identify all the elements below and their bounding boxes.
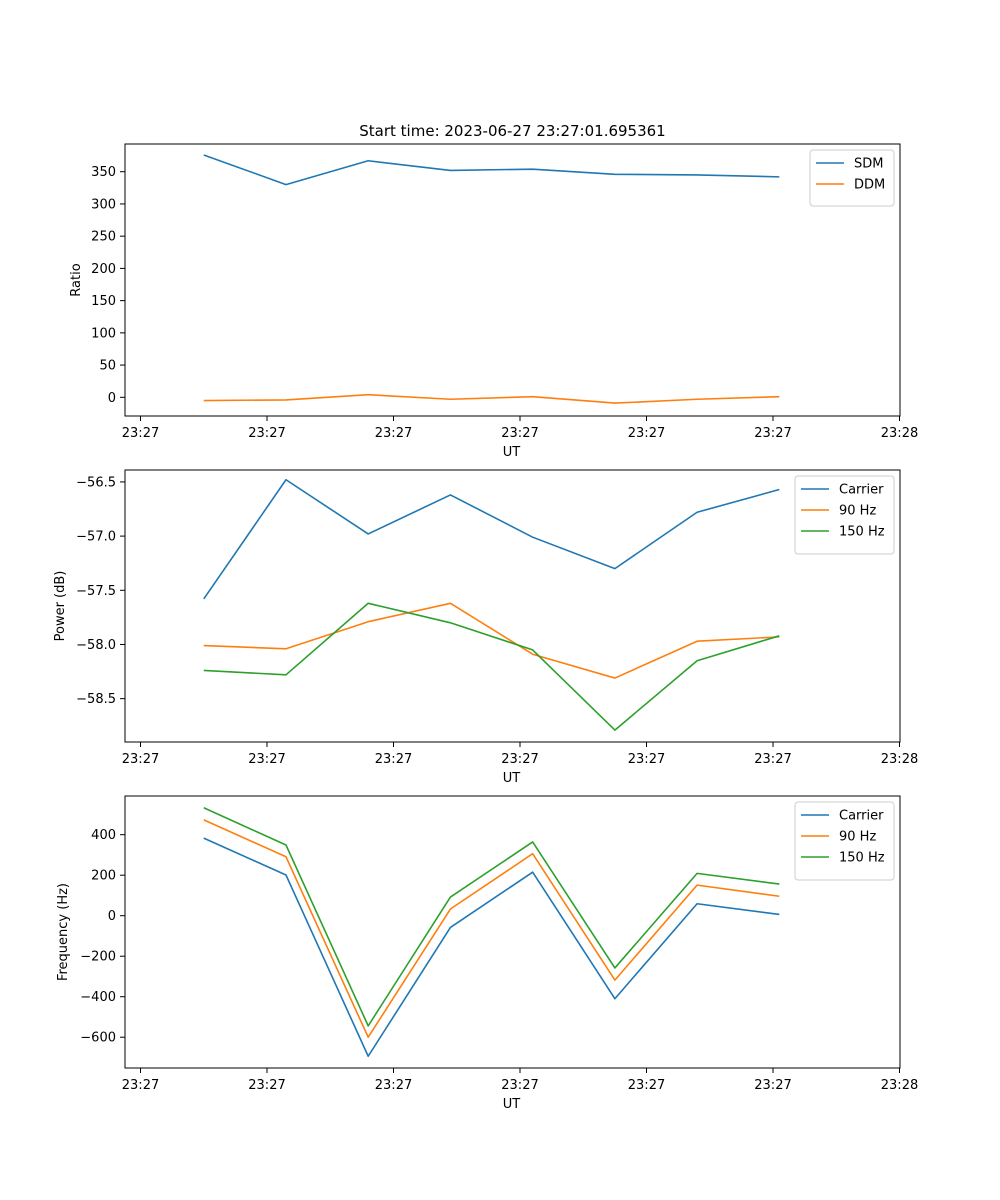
x-tick-label: 23:27 (375, 426, 412, 441)
y-tick-label: 200 (91, 869, 116, 884)
chart-panel-1: 23:27 23:27 23:27 23:27 23:27 23:27 23:28 UT 0 50… (69, 143, 918, 460)
y-axis-ticks: −58.5 −58.0 −57.5 −57.0 −56.5 (76, 475, 125, 707)
legend: Carrier 90 Hz 150 Hz (794, 801, 895, 881)
y-tick-label: −56.5 (76, 475, 116, 490)
y-axis-ticks: 0 50 100 150 200 250 300 350 (91, 165, 125, 406)
y-tick-label: −600 (80, 1031, 116, 1046)
y-tick-label: 400 (91, 828, 116, 843)
y-tick-label: −57.0 (76, 530, 116, 545)
x-axis-ticks: 23:27 23:27 23:27 23:27 23:27 23:27 23:28 (122, 742, 918, 767)
y-tick-label: −200 (80, 950, 116, 965)
x-tick-label: 23:27 (628, 426, 665, 441)
y-tick-label: 150 (91, 294, 116, 309)
x-tick-label: 23:27 (501, 1078, 538, 1093)
plot-frame (124, 469, 901, 743)
legend: Carrier 90 Hz 150 Hz (794, 475, 895, 555)
series-line-90-hz (203, 602, 780, 679)
y-tick-label: 200 (91, 262, 116, 277)
legend: SDM DDM (809, 149, 895, 207)
x-tick-label: 23:27 (248, 426, 285, 441)
x-axis-label: UT (503, 1097, 521, 1112)
x-tick-label: 23:27 (248, 1078, 285, 1093)
y-tick-label: 100 (91, 326, 116, 341)
x-tick-label: 23:27 (375, 752, 412, 767)
series-lines (203, 807, 780, 1058)
legend-entry-90-hz: 90 Hz (839, 830, 876, 845)
plot-frame (124, 143, 901, 417)
x-tick-label: 23:27 (122, 426, 159, 441)
series-line-carrier (203, 478, 780, 600)
x-axis-label: UT (503, 445, 521, 460)
legend-entry-carrier: Carrier (839, 809, 884, 824)
x-tick-label: 23:27 (754, 752, 791, 767)
y-tick-label: 300 (91, 197, 116, 212)
x-axis-ticks: 23:27 23:27 23:27 23:27 23:27 23:27 23:28 (122, 416, 918, 441)
series-line-ddm (203, 393, 780, 404)
series-line-sdm (203, 154, 780, 186)
x-tick-label: 23:27 (501, 426, 538, 441)
x-tick-label: 23:27 (754, 1078, 791, 1093)
x-tick-label: 23:27 (375, 1078, 412, 1093)
series-lines (203, 478, 780, 731)
charts-container: 23:27 23:27 23:27 23:27 23:27 23:27 23:28 UT 0 50… (53, 143, 918, 1112)
y-axis-ticks: −600 −400 −200 0 200 400 (80, 828, 125, 1046)
y-tick-label: 0 (108, 909, 116, 924)
y-tick-label: −58.5 (76, 692, 116, 707)
chart-panel-2: 23:27 23:27 23:27 23:27 23:27 23:27 23:28 UT −58… (53, 469, 918, 786)
x-tick-label: 23:27 (122, 752, 159, 767)
series-line-90-hz (203, 819, 780, 1039)
y-tick-label: 0 (108, 391, 116, 406)
x-axis-ticks: 23:27 23:27 23:27 23:27 23:27 23:27 23:28 (122, 1068, 918, 1093)
legend-box (794, 475, 895, 555)
y-axis-label: Ratio (69, 263, 84, 296)
x-tick-label: 23:27 (122, 1078, 159, 1093)
series-lines (203, 154, 780, 404)
legend-entry-90-hz: 90 Hz (839, 504, 876, 519)
series-line-150-hz (203, 602, 780, 731)
y-axis-label: Power (dB) (53, 571, 68, 642)
x-tick-label: 23:28 (881, 1078, 918, 1093)
y-tick-label: 50 (99, 359, 116, 374)
x-tick-label: 23:27 (628, 1078, 665, 1093)
y-tick-label: −58.0 (76, 638, 116, 653)
x-tick-label: 23:27 (628, 752, 665, 767)
x-tick-label: 23:27 (248, 752, 285, 767)
chart-title: Start time: 2023-06-27 23:27:01.695361 (359, 122, 665, 140)
x-axis-label: UT (503, 771, 521, 786)
legend-entry-sdm: SDM (854, 157, 883, 172)
legend-entry-150-hz: 150 Hz (839, 851, 885, 866)
y-tick-label: −57.5 (76, 584, 116, 599)
x-tick-label: 23:27 (754, 426, 791, 441)
legend-entry-ddm: DDM (854, 178, 885, 193)
y-tick-label: 250 (91, 230, 116, 245)
x-tick-label: 23:27 (501, 752, 538, 767)
y-tick-label: 350 (91, 165, 116, 180)
series-line-150-hz (203, 807, 780, 1027)
legend-box (794, 801, 895, 881)
legend-entry-150-hz: 150 Hz (839, 525, 885, 540)
y-axis-label: Frequency (Hz) (56, 883, 71, 981)
x-tick-label: 23:28 (881, 752, 918, 767)
legend-entry-carrier: Carrier (839, 483, 884, 498)
plot-frame (124, 795, 901, 1069)
x-tick-label: 23:28 (881, 426, 918, 441)
chart-panel-3: 23:27 23:27 23:27 23:27 23:27 23:27 23:28 UT −60… (56, 795, 918, 1112)
y-tick-label: −400 (80, 990, 116, 1005)
series-line-carrier (203, 837, 780, 1058)
legend-box (809, 149, 895, 207)
